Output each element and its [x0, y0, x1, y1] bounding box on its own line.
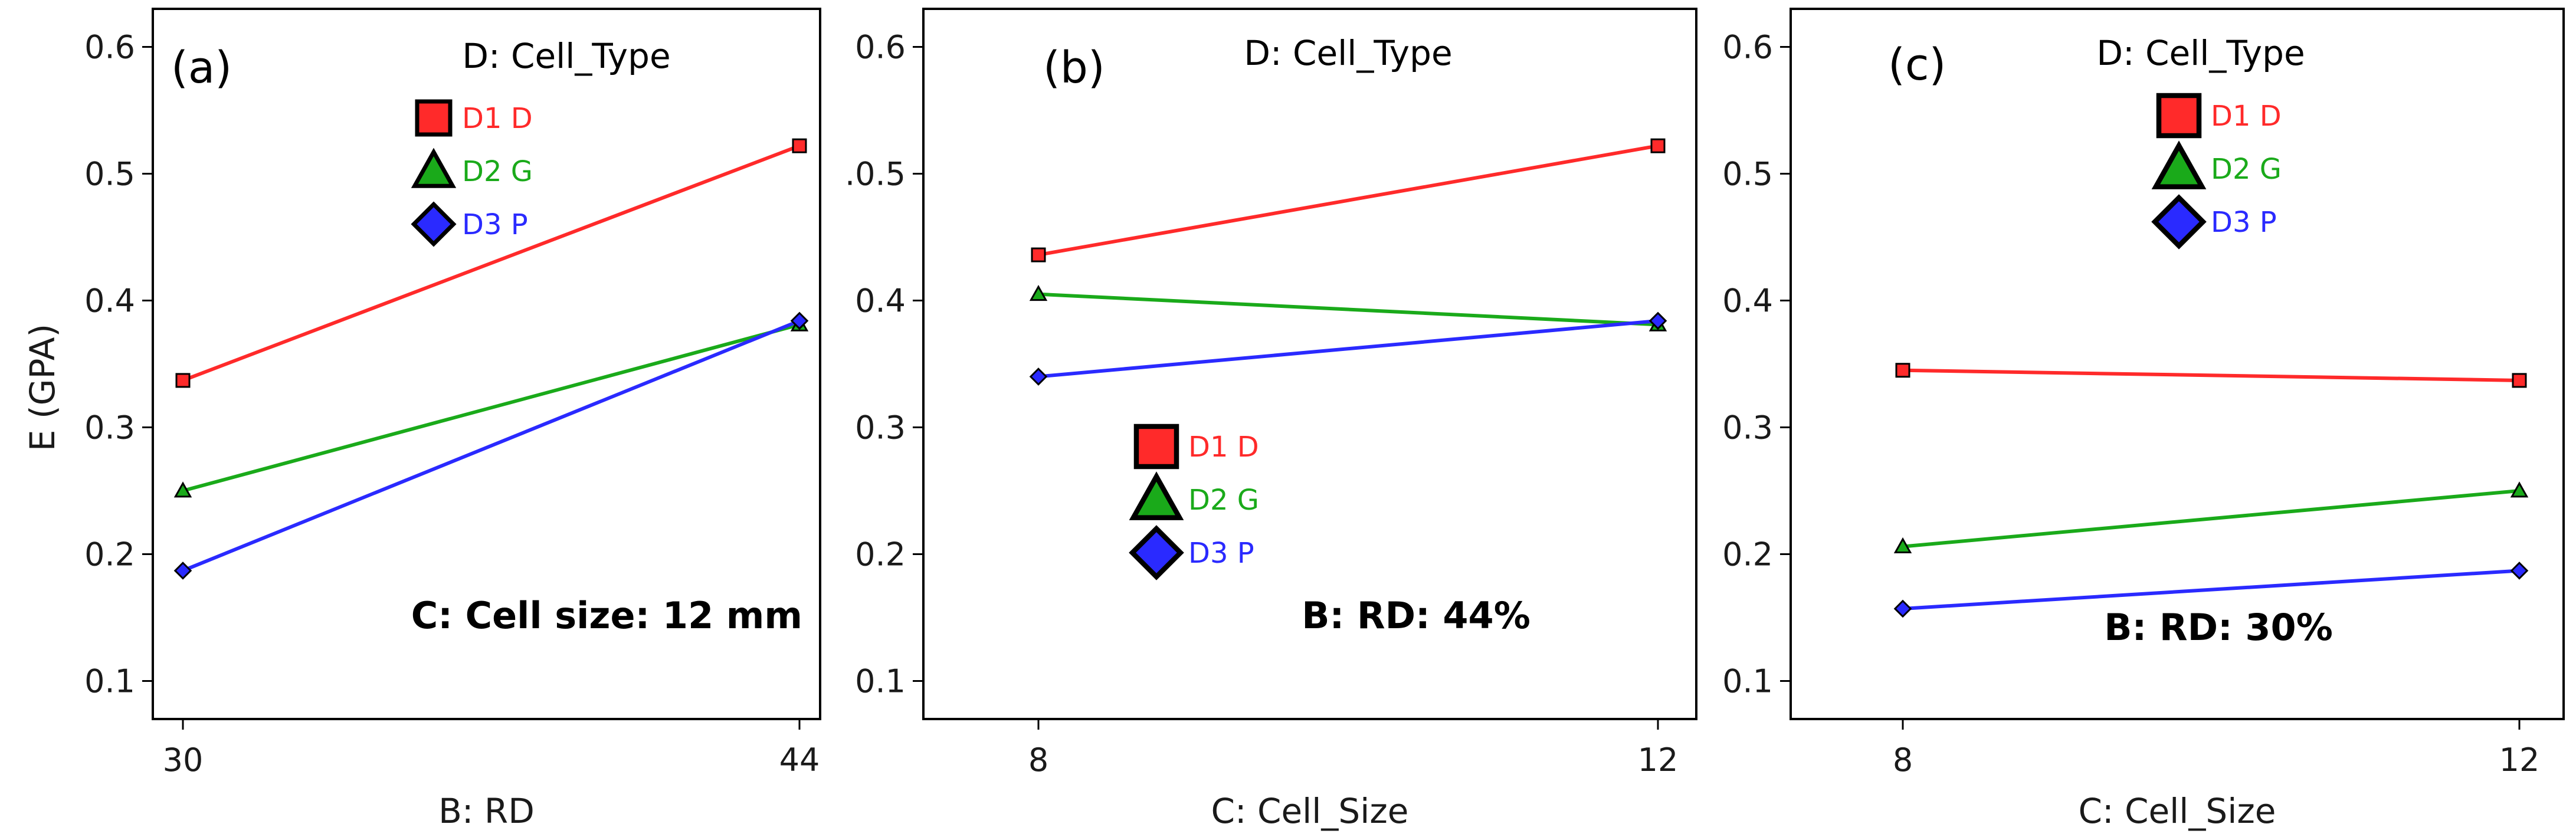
x-tick-label: 12 [2499, 741, 2540, 779]
data-point [1029, 285, 1048, 301]
y-tick-label: 0.3 [855, 409, 906, 447]
y-tick-label: 0.3 [1722, 409, 1773, 447]
series-line-d3-p [1902, 569, 2520, 610]
legend-label: D2 G [2211, 153, 2282, 186]
series-line-d1-d [1038, 144, 1659, 257]
panel-tag: (c) [1888, 40, 1946, 90]
y-tick-label: 0.1 [1722, 663, 1773, 700]
data-point [2510, 562, 2529, 580]
data-point [2512, 373, 2527, 388]
legend-marker-triangle-icon [1129, 471, 1184, 520]
legend-marker-square-icon [415, 99, 453, 137]
panel-tag: (b) [1043, 42, 1105, 93]
x-axis-title: C: Cell_Size [2079, 791, 2276, 831]
y-tick-label: .0.5 [845, 156, 906, 193]
legend-title: D: Cell_Type [1244, 33, 1452, 73]
series-line-d2-g [182, 323, 800, 493]
legend-marker-square-icon [2156, 93, 2202, 139]
condition-label: B: RD: 30% [2104, 606, 2333, 649]
legend-marker-diamond-icon [2151, 194, 2207, 250]
legend-label: D2 G [1188, 484, 1259, 517]
y-tick-label: 0.2 [855, 536, 906, 573]
x-axis-title: C: Cell_Size [1211, 791, 1409, 831]
x-tick-label: 12 [1638, 741, 1679, 779]
y-tick-label: 0.5 [84, 156, 135, 193]
plot-frame [1790, 8, 2565, 720]
y-tick-label: 0.2 [1722, 536, 1773, 573]
x-axis-title: B: RD [438, 791, 535, 831]
legend-label: D1 D [2211, 100, 2282, 133]
plot-frame [152, 8, 821, 720]
chart-panel-2: 0.1 0.2 0.3 0.4 .0.5 0.6 8 12 C: Cell_Size (b) D: … [845, 8, 1697, 831]
data-point [1893, 599, 1912, 618]
legend-label: D3 P [462, 208, 528, 241]
y-tick-label: 0.1 [855, 663, 906, 700]
legend-label: D1 D [1188, 431, 1259, 464]
y-tick-label: 0.4 [84, 283, 135, 320]
data-point [175, 373, 191, 388]
y-tick-label: 0.1 [84, 663, 135, 700]
data-point [173, 481, 192, 498]
x-tick-label: 8 [1028, 741, 1048, 779]
y-tick-label: 0.3 [84, 409, 135, 447]
plot-frame [922, 8, 1697, 720]
series-line-d3-p [182, 319, 801, 573]
chart-panel-3: 0.1 0.2 0.3 0.4 0.5 0.6 8 12 C: Cell_Size (c) D: C… [1722, 8, 2565, 831]
legend-marker-diamond-icon [1129, 525, 1184, 580]
x-tick-label: 44 [779, 741, 820, 779]
data-point [790, 311, 809, 330]
legend-marker-diamond-icon [411, 201, 457, 247]
x-tick-label: 8 [1893, 741, 1913, 779]
legend-marker-square-icon [1133, 424, 1179, 470]
series-line-d1-d [1902, 368, 2520, 382]
y-tick-label: 0.4 [1722, 283, 1773, 320]
legend-marker-triangle-icon [2151, 140, 2207, 189]
x-tick-label: 30 [163, 741, 204, 779]
data-point [1029, 367, 1048, 386]
panel-tag: (a) [171, 42, 232, 93]
data-point [792, 138, 807, 153]
legend-title: D: Cell_Type [2096, 33, 2305, 73]
legend-label: D2 G [462, 155, 533, 188]
y-tick-label: 0.6 [855, 29, 906, 66]
series-line-d2-g [1038, 292, 1659, 327]
series-line-d2-g [1902, 489, 2520, 549]
condition-label: B: RD: 44% [1302, 594, 1530, 637]
y-tick-label: 0.6 [1722, 29, 1773, 66]
data-point [1031, 247, 1046, 262]
legend-title: D: Cell_Type [462, 36, 670, 76]
y-tick-label: 0.5 [1722, 156, 1773, 193]
y-tick-label: 0.2 [84, 536, 135, 573]
legend-label: D1 D [462, 102, 533, 135]
data-point [2510, 481, 2529, 498]
data-point [1650, 138, 1666, 153]
series-line-d1-d [182, 144, 801, 382]
legend-marker-triangle-icon [411, 147, 457, 188]
y-tick-label: 0.6 [84, 29, 135, 66]
data-point [1893, 537, 1912, 553]
chart-panel-1: 0.1 0.2 0.3 0.4 0.5 0.6 30 44 B: RD E (GPA) (a) D: … [22, 8, 821, 831]
series-line-d3-p [1038, 319, 1659, 379]
legend-label: D3 P [1188, 537, 1254, 570]
data-point [1895, 363, 1910, 378]
y-tick-label: 0.4 [855, 283, 906, 320]
y-axis-title: E (GPA) [22, 324, 63, 451]
data-point [173, 562, 192, 580]
condition-label: C: Cell size: 12 mm [411, 594, 802, 637]
data-point [1648, 311, 1667, 330]
legend-label: D3 P [2211, 206, 2277, 239]
